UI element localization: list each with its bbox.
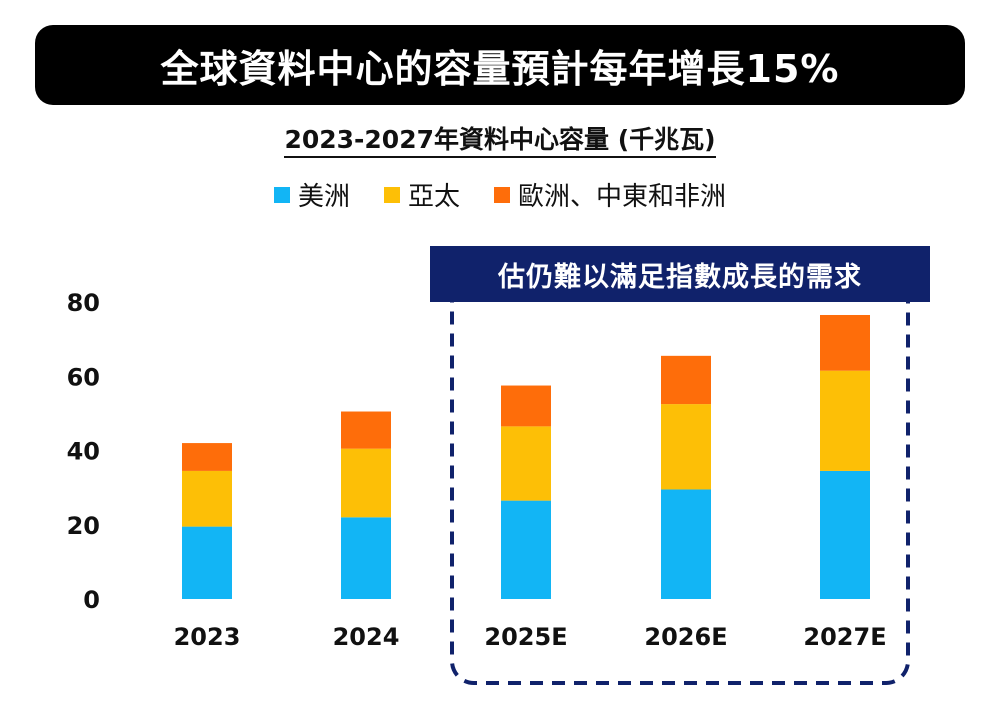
legend: 美洲 亞太 歐洲、中東和非洲 bbox=[0, 176, 1000, 213]
bar-segment-2027E-series-2 bbox=[820, 314, 870, 371]
chart-subtitle-wrap: 2023-2027年資料中心容量 (千兆瓦) bbox=[0, 120, 1000, 158]
forecast-callout-text: 估仍難以滿足指數成長的需求 bbox=[498, 261, 862, 293]
legend-item-apac: 亞太 bbox=[383, 176, 460, 213]
y-tick-label: 60 bbox=[67, 363, 100, 391]
bar-segment-2026E-series-1 bbox=[661, 404, 711, 490]
y-tick-label: 20 bbox=[67, 512, 100, 540]
y-tick-label: 0 bbox=[83, 586, 100, 614]
bar-segment-2027E-series-0 bbox=[820, 470, 870, 599]
legend-item-emea: 歐洲、中東和非洲 bbox=[494, 176, 726, 213]
bars-group bbox=[182, 314, 870, 599]
bar-segment-2026E-series-0 bbox=[661, 489, 711, 599]
x-tick-labels: 2023 2024 2025E 2026E 2027E bbox=[174, 623, 887, 651]
y-tick-label: 80 bbox=[67, 289, 100, 317]
legend-label-apac: 亞太 bbox=[407, 182, 460, 212]
bar-segment-2023-series-1 bbox=[182, 470, 232, 527]
y-tick-label: 40 bbox=[67, 438, 100, 466]
x-tick-label: 2025E bbox=[484, 623, 567, 651]
bar-segment-2024-series-2 bbox=[341, 411, 391, 449]
bar-segment-2025E-series-0 bbox=[501, 500, 551, 599]
legend-swatch-americas bbox=[273, 186, 290, 203]
chart-title: 全球資料中心的容量預計每年增長15% bbox=[160, 46, 840, 91]
legend-label-emea: 歐洲、中東和非洲 bbox=[518, 182, 727, 212]
title-banner: 全球資料中心的容量預計每年增長15% bbox=[35, 25, 965, 105]
bar-segment-2024-series-1 bbox=[341, 448, 391, 518]
bar-segment-2024-series-0 bbox=[341, 517, 391, 599]
bar-segment-2023-series-0 bbox=[182, 526, 232, 599]
legend-swatch-apac bbox=[383, 186, 400, 203]
x-tick-label: 2027E bbox=[803, 623, 886, 651]
y-tick-labels: 0 20 40 60 80 bbox=[67, 289, 100, 614]
bar-segment-2025E-series-2 bbox=[501, 385, 551, 427]
x-tick-label: 2024 bbox=[333, 623, 400, 651]
legend-label-americas: 美洲 bbox=[297, 182, 350, 212]
bar-segment-2027E-series-1 bbox=[820, 370, 870, 471]
forecast-callout: 估仍難以滿足指數成長的需求 bbox=[430, 246, 930, 302]
legend-swatch-emea bbox=[494, 186, 510, 203]
legend-item-americas: 美洲 bbox=[273, 176, 350, 213]
chart-subtitle: 2023-2027年資料中心容量 (千兆瓦) bbox=[284, 125, 716, 158]
bar-segment-2023-series-2 bbox=[182, 443, 232, 471]
x-tick-label: 2023 bbox=[174, 623, 241, 651]
x-tick-label: 2026E bbox=[644, 623, 727, 651]
bar-segment-2026E-series-2 bbox=[661, 355, 711, 405]
bar-segment-2025E-series-1 bbox=[501, 426, 551, 501]
